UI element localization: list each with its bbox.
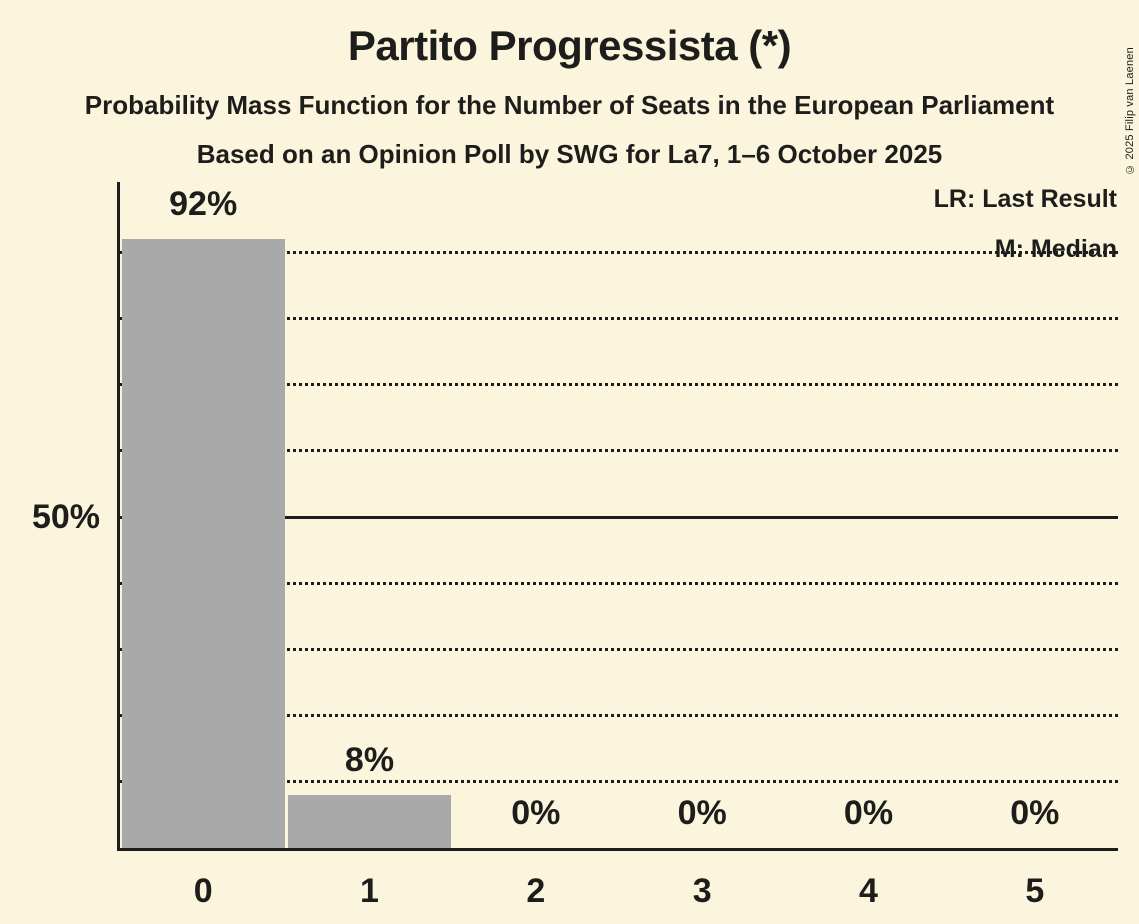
gridline-40pct — [120, 581, 1118, 585]
x-axis-tick-label-5: 5 — [1025, 872, 1045, 910]
copyright-notice: © 2025 Filip van Laenen — [1124, 47, 1136, 175]
bar-value-label-3: 0% — [677, 794, 727, 832]
y-axis-line — [117, 182, 120, 851]
legend-last-result: LR: Last Result — [933, 185, 1117, 213]
gridline-50pct — [120, 515, 1118, 519]
chart-subtitle: Probability Mass Function for the Number… — [84, 90, 1055, 120]
chart-subtitle-poll-info: Based on an Opinion Poll by SWG for La7,… — [196, 139, 943, 169]
y-axis-tick-label: 50% — [31, 498, 100, 536]
bar-value-label-2: 0% — [511, 794, 561, 832]
bar-value-label-4: 0% — [843, 794, 894, 832]
legend-median: M: Median — [994, 235, 1117, 263]
gridline-80pct — [120, 316, 1118, 320]
bar-value-label-1: 8% — [344, 741, 395, 780]
gridline-10pct — [120, 780, 1118, 784]
bar-seats-1 — [287, 795, 452, 848]
bar-value-label-5: 0% — [1010, 794, 1060, 832]
gridline-90pct — [120, 250, 1118, 254]
gridline-20pct — [120, 714, 1118, 718]
gridline-30pct — [120, 647, 1118, 651]
gridline-60pct — [120, 449, 1118, 453]
x-axis-line — [117, 848, 1118, 851]
chart-title: Partito Progressista (*) — [347, 22, 792, 69]
x-axis-tick-label-1: 1 — [360, 872, 379, 910]
x-axis-tick-label-3: 3 — [692, 872, 712, 910]
bar-value-label-0: 92% — [169, 184, 238, 223]
x-axis-tick-label-4: 4 — [859, 872, 878, 910]
x-axis-tick-label-2: 2 — [526, 872, 546, 910]
gridline-70pct — [120, 383, 1118, 387]
plot-area: 50% M LR 92%08%10%20%30%40%5 — [32, 182, 1118, 908]
bar-seats-0 — [121, 238, 285, 848]
x-axis-tick-label-0: 0 — [193, 872, 213, 910]
